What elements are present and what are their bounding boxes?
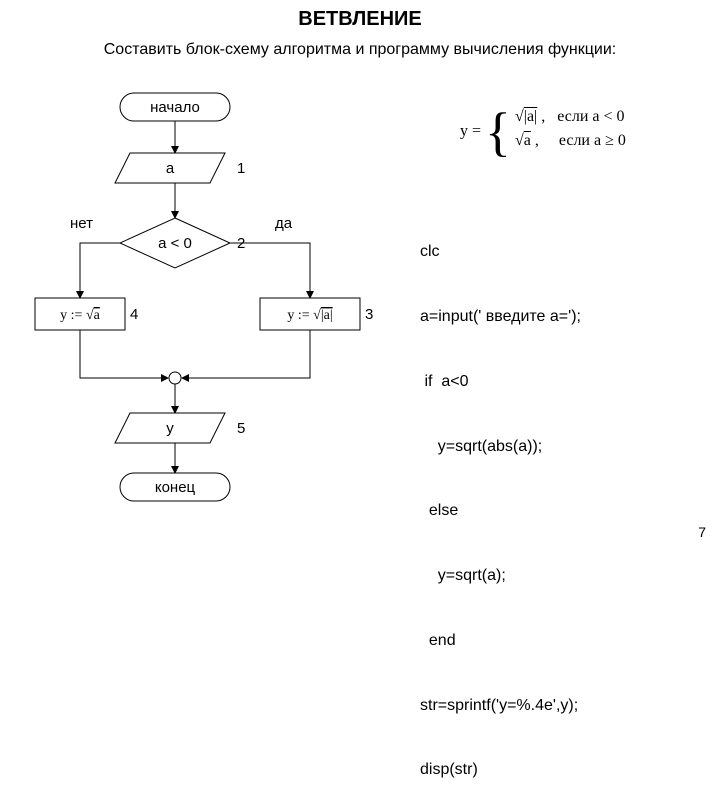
process-yes-node: y := √|a| 3 (260, 298, 373, 330)
proc-no-num: 4 (130, 306, 138, 323)
decision-node: a < 0 2 (120, 218, 245, 268)
start-label: начало (150, 99, 200, 116)
svg-text:y := √a: y := √a (60, 308, 100, 323)
code-line: end (420, 630, 581, 652)
page-number: 7 (698, 524, 706, 540)
code-line: y=sqrt(a); (420, 565, 581, 587)
input-node: a 1 (115, 153, 245, 183)
output-node: y 5 (115, 413, 245, 443)
yes-label: да (275, 215, 293, 232)
code-line: disp(str) (420, 759, 581, 781)
svg-text:y := √|a|: y := √|a| (287, 308, 332, 323)
start-node: начало (120, 93, 230, 121)
code-line: str=sprintf('y=%.4e',y); (420, 695, 581, 717)
input-label: a (166, 160, 175, 177)
flowchart-svg: начало a 1 a < 0 2 нет y := √a 4 да y :=… (0, 8, 720, 548)
output-num: 5 (237, 420, 245, 437)
input-num: 1 (237, 160, 245, 177)
proc-yes-num: 3 (365, 306, 373, 323)
end-label: конец (155, 479, 196, 496)
merge-connector (169, 372, 181, 384)
decision-label: a < 0 (158, 235, 192, 252)
output-label: y (166, 420, 174, 437)
process-no-node: y := √a 4 (35, 298, 138, 330)
no-label: нет (70, 215, 93, 232)
end-node: конец (120, 473, 230, 501)
